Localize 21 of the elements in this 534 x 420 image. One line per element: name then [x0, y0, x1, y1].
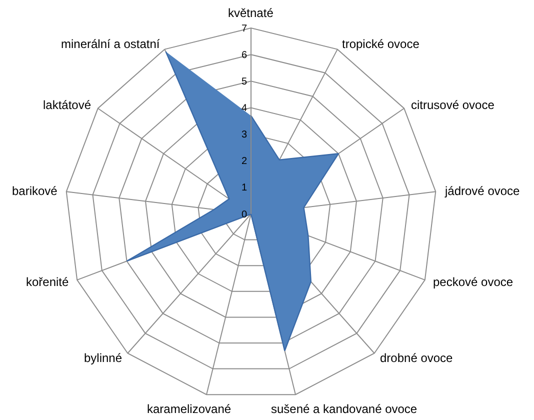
y-tick-label: 4: [241, 102, 248, 114]
y-tick-label: 7: [241, 23, 248, 34]
spoke-label: barikové: [12, 184, 58, 198]
y-tick-label: 5: [241, 76, 248, 88]
y-tick-label: 3: [241, 130, 248, 141]
spoke-label: karamelizované: [147, 402, 232, 416]
spoke-label: jádrové ovoce: [444, 184, 520, 198]
y-tick-label: 0: [241, 209, 248, 220]
y-tick-label: 6: [241, 50, 248, 61]
spoke-label: citrusové ovoce: [411, 98, 495, 112]
spoke-label: bylinné: [84, 351, 122, 365]
spoke-label: peckové ovoce: [433, 275, 514, 289]
spoke-label: drobné ovoce: [380, 351, 454, 365]
spoke-label: sušené a kandované ovoce: [271, 402, 418, 416]
spoke-label: květnaté: [228, 6, 274, 20]
y-tick-label: 1: [241, 182, 248, 194]
spoke-label: minerální a ostatní: [61, 37, 160, 51]
spoke-label: tropické ovoce: [342, 37, 420, 51]
spoke-label: kořenité: [26, 275, 70, 289]
y-tick-label: 2: [241, 156, 248, 168]
spoke-label: laktátové: [43, 98, 92, 112]
